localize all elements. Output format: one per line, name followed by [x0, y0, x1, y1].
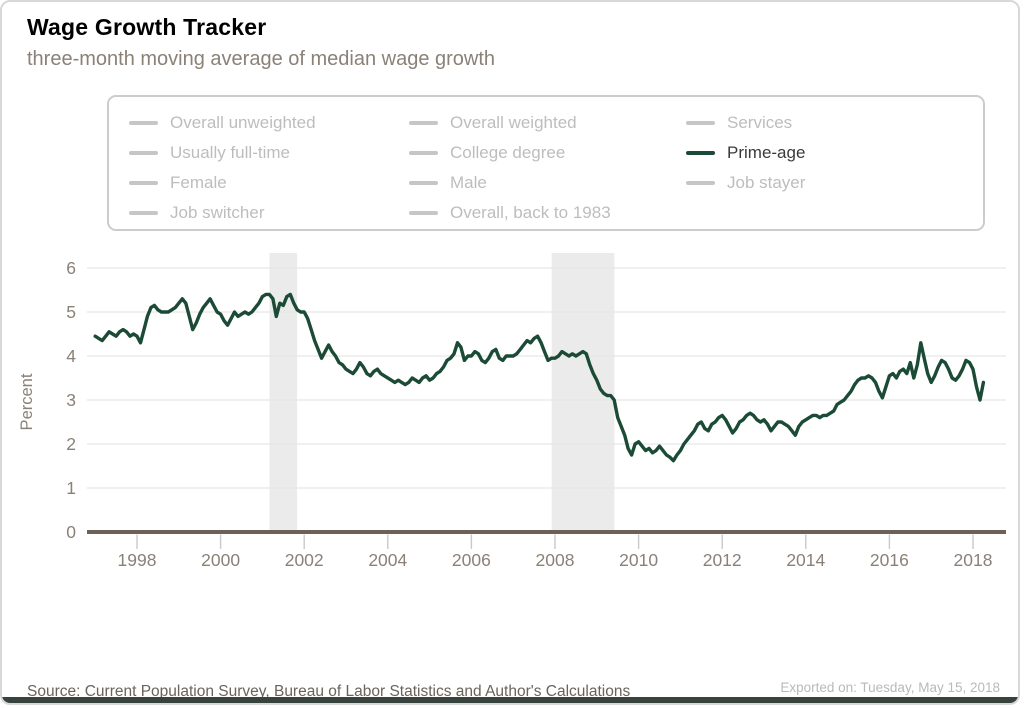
y-tick-label-4: 4 — [66, 346, 76, 366]
legend-line-swatch-icon — [686, 181, 715, 185]
x-tick-label-2000: 2000 — [201, 550, 240, 570]
x-tick-label-2002: 2002 — [285, 550, 324, 570]
x-tick-label-2014: 2014 — [786, 550, 825, 570]
legend-line-swatch-icon — [409, 181, 438, 185]
legend-item-label: Job stayer — [727, 173, 806, 192]
legend-line-swatch-icon — [129, 121, 158, 125]
legend-line-swatch-icon — [409, 151, 438, 155]
legend-item-overall-back-to-1983[interactable]: Overall, back to 1983 — [409, 203, 686, 223]
y-tick-label-3: 3 — [66, 390, 76, 410]
legend-line-swatch-icon — [129, 151, 158, 155]
legend-item-usually-full-time[interactable]: Usually full-time — [129, 143, 409, 163]
legend-item-prime-age[interactable]: Prime-age — [686, 143, 983, 163]
recession-band — [269, 253, 298, 532]
x-tick-label-2008: 2008 — [536, 550, 575, 570]
x-tick-label-2006: 2006 — [452, 550, 491, 570]
legend-item-job-switcher[interactable]: Job switcher — [129, 203, 409, 223]
legend-item-label: College degree — [450, 143, 566, 162]
legend-item-label: Prime-age — [727, 143, 806, 162]
export-timestamp: Exported on: Tuesday, May 15, 2018 — [780, 680, 1000, 695]
legend-item-label: Overall weighted — [450, 113, 577, 132]
legend-item-label: Usually full-time — [170, 143, 290, 162]
legend-line-swatch-icon — [409, 121, 438, 125]
legend-item-overall-unweighted[interactable]: Overall unweighted — [129, 113, 409, 133]
legend-line-swatch-icon — [686, 121, 715, 125]
y-tick-label-5: 5 — [66, 302, 76, 322]
x-tick-label-2018: 2018 — [954, 550, 993, 570]
y-tick-label-1: 1 — [66, 478, 76, 498]
x-tick-label-1998: 1998 — [118, 550, 157, 570]
y-tick-label-0: 0 — [66, 522, 76, 542]
page-subtitle: three-month moving average of median wag… — [27, 48, 496, 70]
legend-item-label: Female — [170, 173, 227, 192]
legend-line-swatch-icon — [409, 211, 438, 215]
page-title: Wage Growth Tracker — [27, 14, 267, 40]
legend-item-label: Job switcher — [170, 203, 265, 222]
x-tick-label-2016: 2016 — [870, 550, 909, 570]
legend-item-label: Services — [727, 113, 793, 132]
legend-item-male[interactable]: Male — [409, 173, 686, 193]
legend-line-swatch-icon — [129, 211, 158, 215]
legend-item-services[interactable]: Services — [686, 113, 983, 133]
legend-line-swatch-icon — [686, 151, 715, 155]
legend-item-label: Male — [450, 173, 487, 192]
x-tick-label-2004: 2004 — [368, 550, 407, 570]
legend-item-college-degree[interactable]: College degree — [409, 143, 686, 163]
x-tick-label-2010: 2010 — [619, 550, 658, 570]
legend: Overall unweighted Overall weighted Servic… — [107, 95, 985, 231]
legend-line-swatch-icon — [129, 181, 158, 185]
legend-item-overall-weighted[interactable]: Overall weighted — [409, 113, 686, 133]
series-line-prime-age — [93, 292, 986, 463]
source-note: Source: Current Population Survey, Burea… — [27, 683, 631, 700]
legend-item-female[interactable]: Female — [129, 173, 409, 193]
legend-item-job-stayer[interactable]: Job stayer — [686, 173, 983, 193]
y-tick-label-2: 2 — [66, 434, 76, 454]
x-tick-label-2012: 2012 — [703, 550, 742, 570]
legend-item-label: Overall unweighted — [170, 113, 316, 132]
legend-item-label: Overall, back to 1983 — [450, 203, 611, 222]
bottom-accent-bar — [2, 697, 1018, 703]
y-tick-label-6: 6 — [66, 258, 76, 278]
y-axis-title: Percent — [18, 373, 36, 430]
